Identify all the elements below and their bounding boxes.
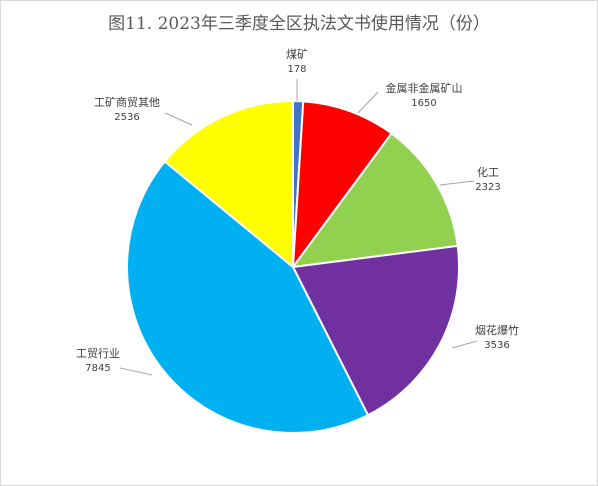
pie-slice-4 <box>126 160 370 434</box>
value-label-3: 3536 <box>484 340 509 351</box>
value-label-0: 178 <box>287 64 306 75</box>
chart-title: 图11. 2023年三季度全区执法文书使用情况（份） <box>108 14 490 34</box>
category-label-5: 工矿商贸其他 <box>94 95 160 109</box>
value-label-4: 7845 <box>85 363 110 374</box>
leader-line-3 <box>451 340 478 349</box>
pie-slice-5 <box>163 99 294 270</box>
leader-line-5 <box>164 112 193 126</box>
category-label-1: 金属非金属矿山 <box>386 81 463 95</box>
value-label-2: 2323 <box>475 182 500 193</box>
value-label-1: 1650 <box>411 98 436 109</box>
category-label-3: 烟花爆竹 <box>475 323 519 337</box>
pie-slice-1 <box>291 100 393 271</box>
pie-slice-3 <box>291 244 461 417</box>
category-label-0: 煤矿 <box>286 48 308 61</box>
pie-slice-2 <box>290 132 459 269</box>
value-label-5: 2536 <box>114 112 139 123</box>
category-label-4: 工贸行业 <box>76 347 120 360</box>
category-label-2: 化工 <box>477 165 499 179</box>
leader-line-4 <box>119 367 153 376</box>
leader-line-1 <box>357 91 379 114</box>
leader-line-2 <box>439 180 475 186</box>
